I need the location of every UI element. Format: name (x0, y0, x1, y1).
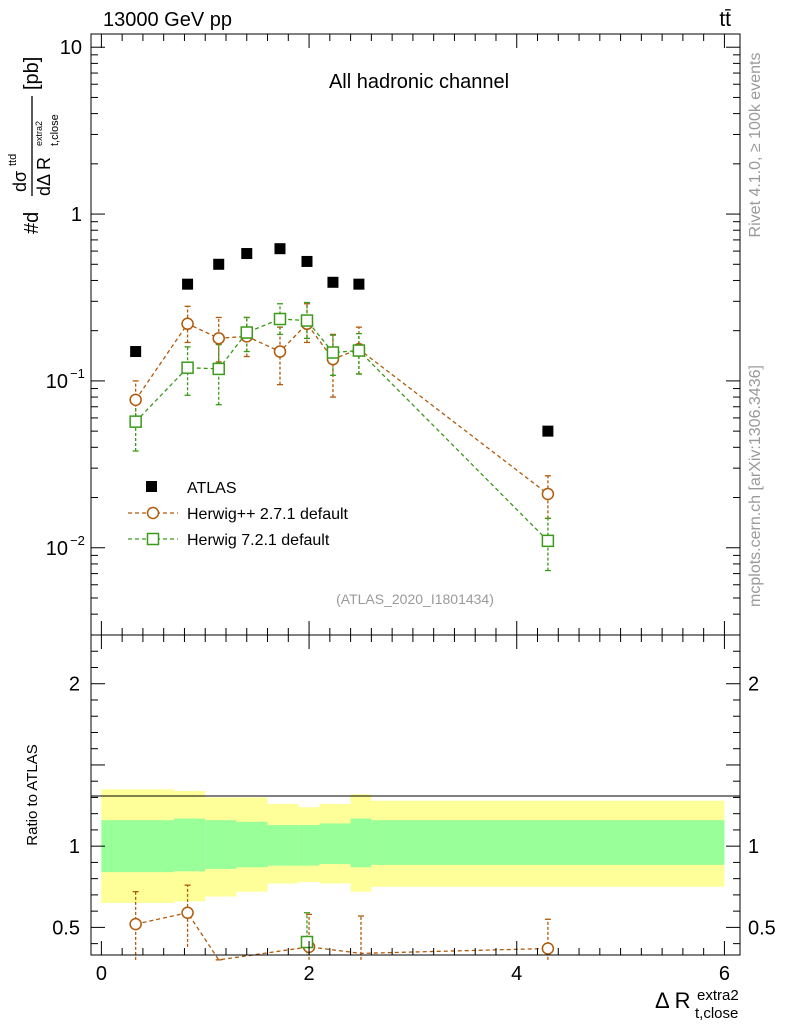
ratio-herwigpp-point (541, 942, 555, 955)
ratio-series (129, 884, 555, 961)
ratio-y-tick-label-right: 2 (748, 674, 759, 696)
y-label-prefix: #d (21, 212, 43, 234)
ratio-y-tick-label-right: 1 (748, 836, 759, 858)
ratio-band-inner (101, 820, 175, 873)
y-axis-label: #d dσ ttd dΔ R t,close extra2 [pb] (7, 57, 61, 234)
analysis-id-label: (ATLAS_2020_I1801434) (336, 591, 494, 607)
ratio-y-tick-label-right: 0.5 (748, 917, 776, 939)
y-label-denominator: dΔ R (34, 157, 54, 196)
atlas-point (130, 346, 142, 358)
ratio-band-inner (267, 825, 299, 866)
x-tick-label: 0 (96, 963, 107, 985)
herwigpp-point (212, 332, 225, 345)
atlas-point (241, 248, 253, 260)
ratio-herwigpp-point (129, 917, 142, 931)
ratio-band-inner (350, 818, 372, 868)
ratio-herwigpp-line (135, 912, 548, 961)
herwigpp-point (273, 345, 287, 358)
herwig7-point (181, 361, 194, 374)
herwigpp-point (541, 487, 555, 501)
chart-title: All hadronic channel (329, 71, 509, 93)
energy-label: 13000 GeV pp (103, 9, 232, 31)
legend-atlas-marker (146, 481, 157, 492)
ratio-band-inner (174, 818, 206, 872)
legend-herwigpp-label: Herwig++ 2.7.1 default (187, 506, 349, 523)
atlas-point (182, 278, 194, 290)
mcplots-label: mcplots.cern.ch [arXiv:1306.3436] (747, 365, 764, 607)
herwig7-point (273, 312, 287, 326)
rivet-version-label: Rivet 4.1.0, ≥ 100k events (747, 53, 764, 238)
ratio-y-tick-label-left: 0.5 (52, 917, 80, 939)
ratio-y-tick-labels: 0.5 0.5 1 1 2 2 (52, 674, 776, 940)
ratio-frame (90, 634, 741, 956)
y-tick-label-exponent: −2 (70, 533, 85, 548)
series-line-2 (135, 318, 549, 542)
herwig7-point (326, 346, 340, 359)
x-tick-label: 4 (511, 963, 522, 985)
herwig7-point (541, 534, 555, 548)
herwig7-point (352, 344, 366, 357)
series-line-1 (135, 322, 549, 495)
x-tick-label: 2 (304, 963, 315, 985)
herwig7-point (212, 362, 225, 376)
x-label-main: Δ R (655, 988, 690, 1013)
legend-herwig7-label: Herwig 7.2.1 default (187, 532, 330, 549)
atlas-point (213, 258, 225, 270)
process-label: tt̄ (719, 8, 731, 31)
ratio-panel: 0.5 0.5 1 1 2 2 0 2 4 6 Ratio to ATLAS (24, 634, 776, 985)
x-tick-labels: 0 2 4 6 (96, 963, 730, 985)
y-tick-label: 10 (60, 37, 82, 59)
x-label-sub: t,close (695, 1005, 738, 1022)
y-tick-label: 10 (46, 371, 68, 393)
herwigpp-point (129, 393, 142, 407)
y-tick-label-exponent: −1 (70, 366, 85, 381)
ratio-band-inner (205, 820, 237, 869)
ratio-herwigpp-point (181, 906, 194, 920)
herwig7-point (129, 415, 142, 428)
y-label-numerator: dσ (10, 171, 30, 192)
ratio-herwig7-point (300, 935, 314, 949)
legend-herwig7-marker (146, 532, 160, 546)
herwig7-point (240, 326, 254, 339)
legend: ATLAS Herwig++ 2.7.1 default Herwig 7.2.… (128, 480, 349, 549)
herwigpp-point (181, 317, 194, 331)
atlas-point (353, 278, 365, 290)
legend-herwigpp-marker (146, 506, 160, 520)
atlas-point (301, 255, 313, 267)
x-tick-label: 6 (719, 963, 730, 985)
ratio-band-inner (371, 820, 725, 865)
ratio-y-label: Ratio to ATLAS (24, 744, 41, 845)
x-axis-label: Δ R extra2 t,close (655, 987, 739, 1022)
x-label-sup: extra2 (697, 987, 739, 1004)
y-tick-label: 10 (46, 538, 68, 560)
ratio-band-inner (236, 821, 268, 868)
legend-atlas-label: ATLAS (187, 480, 237, 497)
ratio-y-tick-label-left: 1 (69, 836, 80, 858)
y-label-unit: [pb] (21, 57, 43, 90)
ratio-ticks (91, 635, 740, 955)
ratio-band-inner (319, 823, 351, 865)
main-series (129, 243, 555, 572)
atlas-point (274, 243, 286, 255)
main-ticks (91, 34, 740, 636)
herwig7-point (300, 314, 314, 327)
y-label-denominator-sub: t,close (49, 114, 61, 146)
y-label-denominator-sup: extra2 (34, 121, 44, 146)
atlas-point (542, 425, 554, 437)
y-tick-label: 1 (71, 204, 82, 226)
ratio-y-tick-label-left: 2 (69, 674, 80, 696)
ratio-bands (101, 789, 725, 904)
atlas-point (327, 276, 339, 288)
ratio-band-inner (298, 825, 320, 866)
y-label-numerator-sup: ttd (7, 154, 19, 166)
